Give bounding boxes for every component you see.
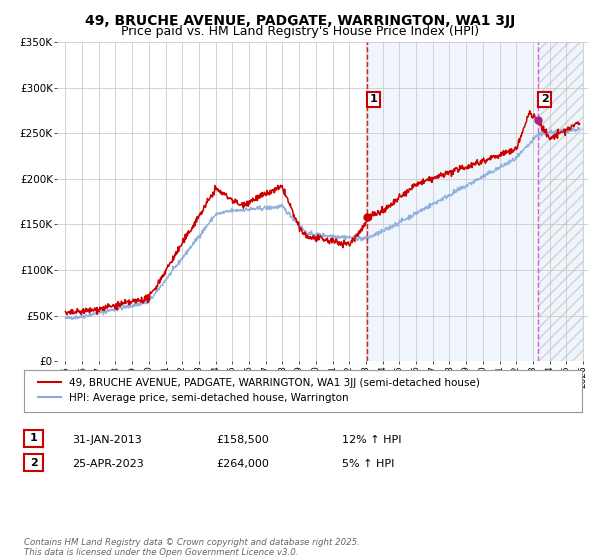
Text: 2: 2 [541,95,548,105]
Bar [538,42,583,361]
Text: 25-APR-2023: 25-APR-2023 [72,459,144,469]
Text: 31-JAN-2013: 31-JAN-2013 [72,435,142,445]
Text: £264,000: £264,000 [216,459,269,469]
Text: 5% ↑ HPI: 5% ↑ HPI [342,459,394,469]
Text: 1: 1 [370,95,377,105]
Bar [367,42,583,361]
Text: 12% ↑ HPI: 12% ↑ HPI [342,435,401,445]
Text: 2: 2 [30,458,37,468]
Text: 49, BRUCHE AVENUE, PADGATE, WARRINGTON, WA1 3JJ: 49, BRUCHE AVENUE, PADGATE, WARRINGTON, … [85,14,515,28]
Legend: 49, BRUCHE AVENUE, PADGATE, WARRINGTON, WA1 3JJ (semi-detached house), HPI: Aver: 49, BRUCHE AVENUE, PADGATE, WARRINGTON, … [35,375,483,407]
Text: Contains HM Land Registry data © Crown copyright and database right 2025.
This d: Contains HM Land Registry data © Crown c… [24,538,360,557]
Text: £158,500: £158,500 [216,435,269,445]
Text: 1: 1 [30,433,37,444]
Text: Price paid vs. HM Land Registry's House Price Index (HPI): Price paid vs. HM Land Registry's House … [121,25,479,38]
